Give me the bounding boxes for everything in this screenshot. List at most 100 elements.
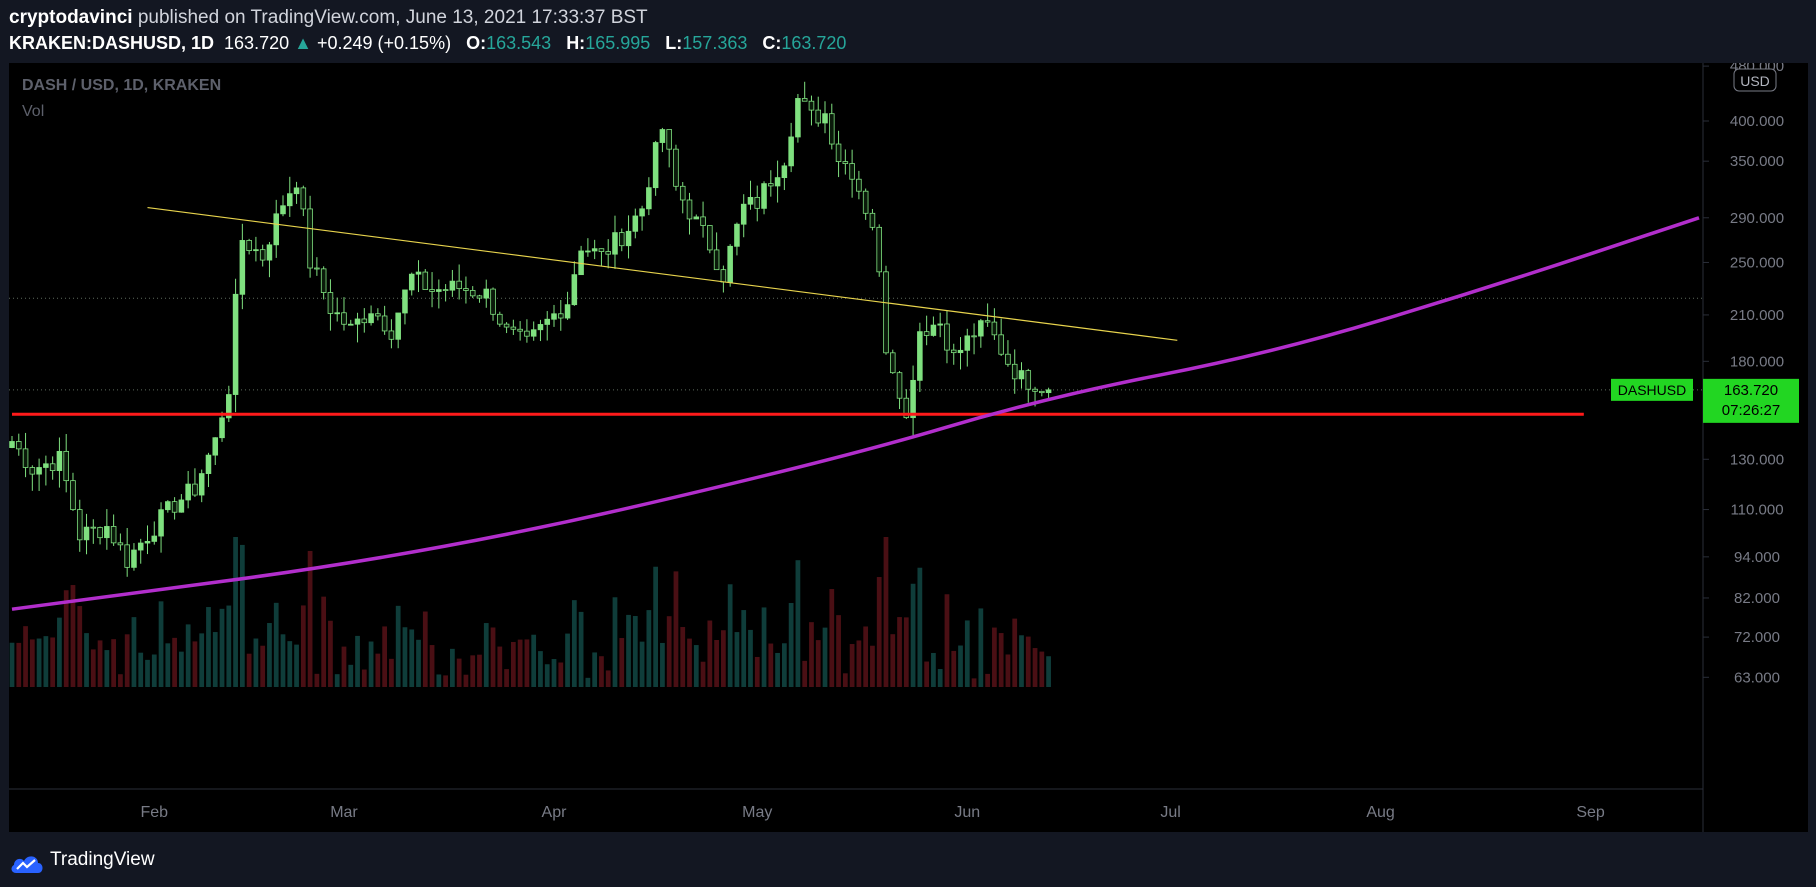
legend-title: DASH / USD, 1D, KRAKEN: [22, 77, 221, 94]
candle-body-5: [43, 463, 49, 468]
candle-body-70: [483, 288, 490, 299]
volume-bar-2: [23, 626, 28, 687]
volume-bar-143: [978, 608, 984, 687]
volume-bar-96: [660, 642, 665, 687]
volume-bar-140: [958, 645, 963, 687]
volume-bar-46: [321, 596, 327, 687]
candle-body-138: [944, 323, 950, 351]
candle-body-23: [165, 501, 171, 511]
candle-body-49: [341, 312, 347, 325]
volume-bar-52: [361, 669, 367, 687]
volume-bar-57: [395, 605, 401, 687]
volume-bar-132: [903, 617, 909, 687]
volume-bar-107: [734, 632, 740, 687]
volume-bar-53: [368, 641, 374, 687]
candle-body-25: [178, 499, 185, 513]
price-chart[interactable]: 480.000400.000350.000290.000250.000210.0…: [9, 63, 1808, 832]
price-label-3: 290.000: [1730, 210, 1784, 227]
currency-button[interactable]: USD: [1733, 68, 1777, 92]
candle-body-78: [537, 324, 544, 331]
candle-body-111: [761, 183, 767, 209]
volume-bar-47: [328, 620, 333, 687]
volume-bar-90: [619, 638, 625, 687]
candle-body-88: [605, 251, 611, 255]
close-label: C:: [762, 33, 782, 53]
candle-body-24: [171, 501, 178, 513]
volume-bar-101: [693, 645, 699, 687]
candle-body-137: [937, 323, 943, 326]
volume-bar-95: [653, 566, 659, 687]
candle-body-82: [564, 304, 571, 319]
price-axis[interactable]: 480.000400.000350.000290.000250.000210.0…: [1703, 63, 1784, 686]
volume-bar-11: [84, 633, 89, 687]
candle-body-26: [185, 483, 191, 501]
candle-body-136: [930, 324, 937, 336]
drawing-overlays[interactable]: [11, 206, 1700, 611]
volume-bar-145: [992, 627, 997, 687]
candle-body-127: [869, 212, 876, 228]
candle-body-22: [158, 509, 164, 537]
candle-body-134: [917, 331, 923, 381]
volume-bar-77: [531, 634, 537, 687]
candle-body-141: [964, 335, 971, 351]
volume-bar-28: [199, 633, 205, 687]
volume-bar-82: [565, 633, 570, 687]
volume-bar-20: [145, 659, 150, 687]
high-label: H:: [566, 33, 586, 53]
chart-pane-background: [9, 63, 1808, 832]
volume-bar-30: [212, 632, 218, 687]
volume-bar-56: [389, 658, 394, 687]
candle-body-102: [700, 216, 706, 226]
candle-body-83: [571, 274, 578, 306]
volume-bar-51: [355, 635, 360, 687]
volume-bar-104: [714, 639, 719, 687]
tradingview-cloud-icon[interactable]: [9, 851, 45, 875]
volume-bar-131: [897, 617, 902, 687]
volume-bar-109: [748, 629, 753, 687]
volume-bar-124: [849, 644, 855, 687]
volume-bar-55: [382, 626, 388, 687]
volume-bar-153: [1046, 656, 1051, 687]
tag-price-bg: [1703, 378, 1799, 423]
brand-name[interactable]: TradingView: [50, 849, 155, 870]
volume-bar-81: [558, 662, 564, 687]
volume-bar-18: [131, 617, 137, 687]
volume-bar-6: [50, 637, 56, 687]
candle-body-148: [1011, 363, 1018, 380]
candle-body-113: [774, 177, 781, 187]
price-label-5: 210.000: [1730, 307, 1784, 324]
candle-body-2: [22, 448, 29, 468]
candle-body-21: [151, 535, 158, 542]
volume-bar-108: [741, 610, 747, 687]
volume-bar-113: [775, 652, 780, 687]
candle-body-143: [978, 320, 984, 337]
price-label-2: 350.000: [1730, 153, 1784, 170]
volume-bar-41: [287, 641, 293, 687]
volume-bar-64: [443, 675, 448, 687]
candle-body-10: [76, 509, 83, 541]
volume-bar-134: [917, 567, 923, 687]
volume-bars: [9, 537, 1051, 687]
candle-body-7: [56, 450, 63, 472]
last-price: 163.720: [224, 33, 290, 53]
author-name[interactable]: cryptodavinci: [9, 7, 133, 28]
candle-body-14: [104, 526, 110, 539]
volume-bar-43: [300, 605, 306, 687]
candle-body-86: [591, 248, 598, 252]
candle-body-62: [429, 289, 435, 292]
volume-bar-110: [754, 656, 760, 687]
tag-countdown: 07:26:27: [1722, 402, 1780, 419]
open-label: O:: [466, 33, 487, 53]
candle-body-9: [70, 480, 76, 511]
candle-body-87: [598, 248, 605, 252]
time-axis[interactable]: Feb Mar Apr May Jun Jul Aug Sep: [140, 804, 1604, 821]
candle-body-114: [781, 165, 788, 179]
volume-bar-139: [951, 650, 957, 687]
candle-body-140: [957, 349, 964, 354]
candlesticks[interactable]: [9, 81, 1052, 577]
candle-body-123: [842, 161, 849, 164]
volume-bar-121: [829, 589, 835, 687]
candle-body-74: [510, 326, 517, 330]
candle-body-144: [984, 320, 991, 323]
candle-body-90: [618, 232, 625, 247]
